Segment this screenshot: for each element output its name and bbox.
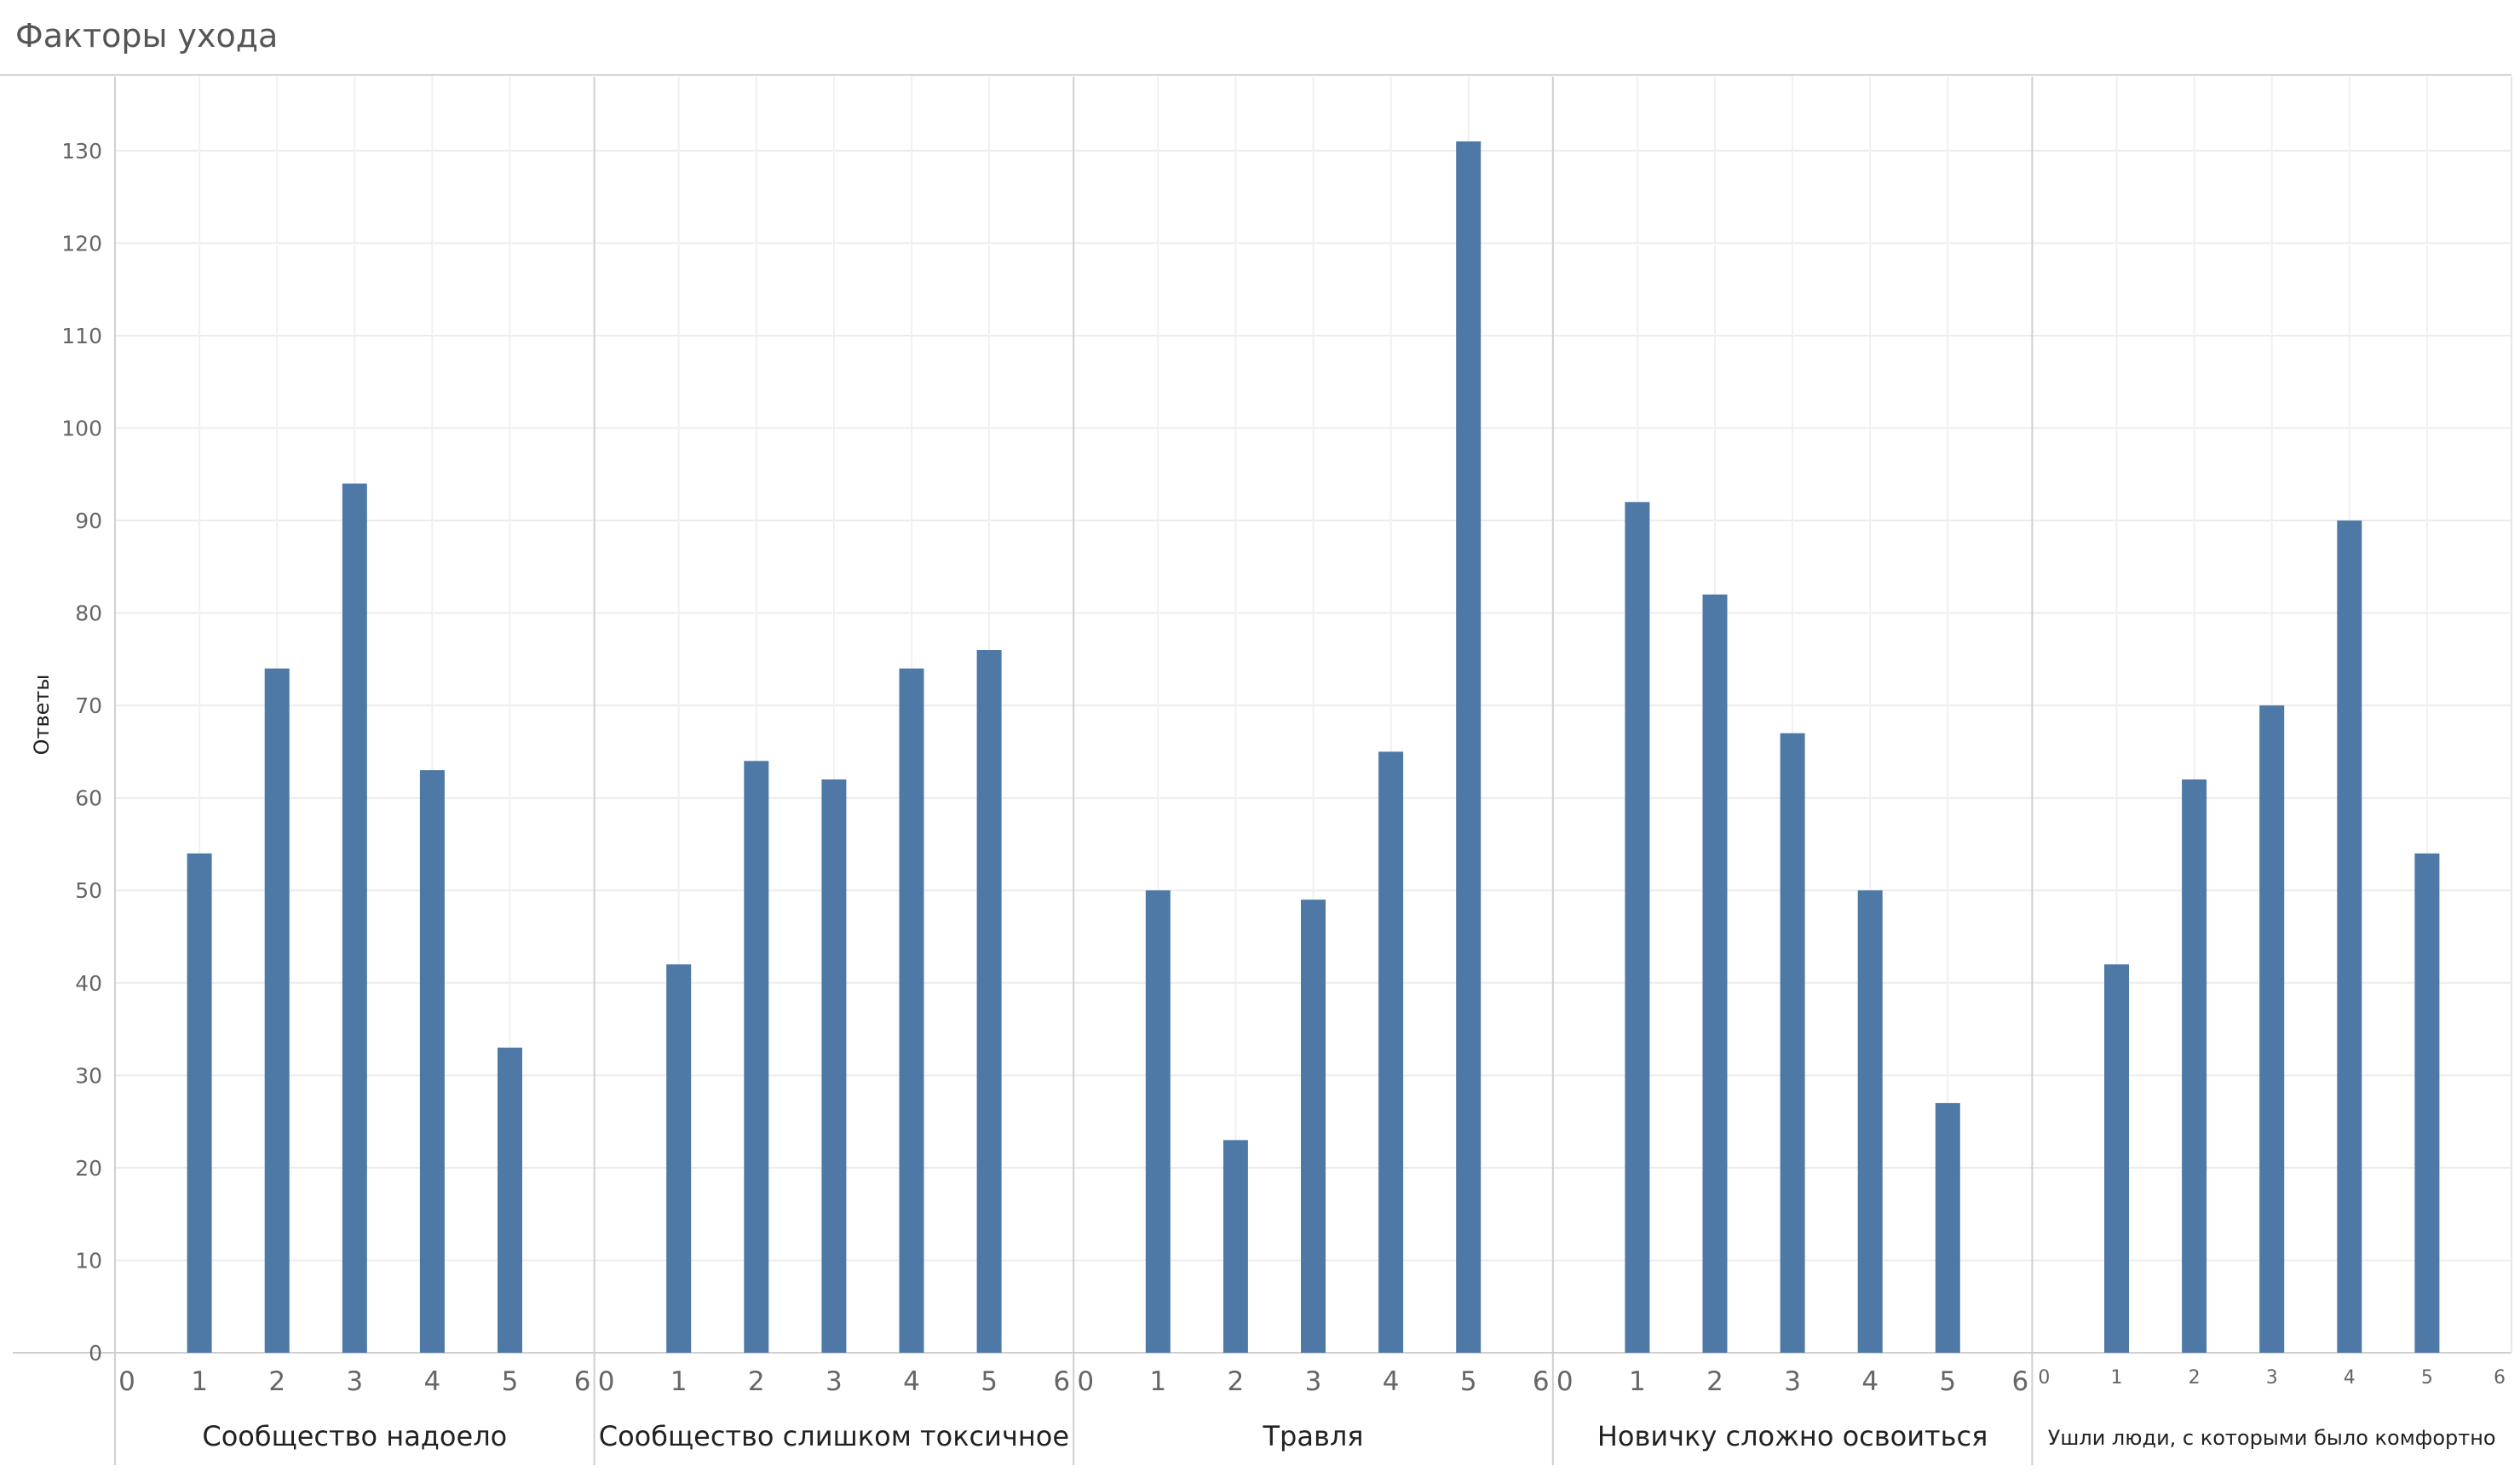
y-tick-label: 40 xyxy=(75,971,102,996)
x-tick-label: 4 xyxy=(424,1366,441,1397)
x-tick-label: 4 xyxy=(2344,1367,2356,1389)
y-tick-label: 60 xyxy=(75,786,102,811)
bar xyxy=(1702,594,1728,1353)
x-tick-label: 1 xyxy=(670,1366,688,1397)
x-tick-label: 0 xyxy=(598,1366,615,1397)
x-tick-label: 5 xyxy=(502,1366,519,1397)
bar-layer xyxy=(187,141,2440,1354)
y-tick-label: 30 xyxy=(75,1063,102,1088)
bar xyxy=(2414,853,2440,1353)
y-axis-label: Ответы xyxy=(30,675,54,756)
x-tick-label: 3 xyxy=(1784,1366,1801,1397)
bar xyxy=(2182,779,2207,1353)
bar xyxy=(1301,900,1326,1353)
y-tick-label: 10 xyxy=(75,1248,102,1273)
panel-label: Сообщество надоело xyxy=(202,1420,507,1452)
bar xyxy=(2337,520,2362,1353)
bar xyxy=(744,761,769,1353)
bar xyxy=(1857,890,1883,1353)
y-tick-label: 50 xyxy=(75,878,102,903)
panel-label: Новичку сложно освоиться xyxy=(1597,1420,1988,1452)
bar xyxy=(2259,705,2285,1353)
x-tick-label: 4 xyxy=(903,1366,920,1397)
x-tick-label: 1 xyxy=(1629,1366,1646,1397)
panel-label: Травля xyxy=(1262,1420,1363,1452)
x-tick-label: 2 xyxy=(1228,1366,1245,1397)
chart-title: Факторы ухода xyxy=(15,17,279,55)
x-tick-label: 6 xyxy=(2012,1366,2029,1397)
bar xyxy=(1378,751,1404,1353)
panel-label: Ушли люди, с которыми было комфортно xyxy=(2048,1426,2496,1450)
x-tick-label: 4 xyxy=(1861,1366,1878,1397)
x-tick-label: 0 xyxy=(2038,1367,2050,1389)
panel-label: Сообщество слишком токсичное xyxy=(599,1420,1069,1452)
x-tick-label: 6 xyxy=(1533,1366,1550,1397)
bar xyxy=(821,779,847,1353)
bar xyxy=(976,650,1002,1353)
x-tick-label: 0 xyxy=(1556,1366,1574,1397)
bar xyxy=(1456,141,1482,1354)
y-tick-label: 20 xyxy=(75,1156,102,1181)
x-tick-label: 1 xyxy=(1149,1366,1166,1397)
bar xyxy=(342,483,367,1353)
x-tick-label: 4 xyxy=(1383,1366,1400,1397)
x-tick-label: 2 xyxy=(268,1366,285,1397)
y-tick-label: 130 xyxy=(61,139,102,164)
x-tick-label: 5 xyxy=(2421,1367,2433,1389)
bar xyxy=(419,770,445,1353)
x-tick-label: 3 xyxy=(1305,1366,1322,1397)
x-tick-label: 1 xyxy=(2111,1367,2123,1389)
bar xyxy=(899,668,924,1353)
x-tick-label: 5 xyxy=(1939,1366,1956,1397)
bar xyxy=(2104,964,2129,1353)
x-tick-label: 6 xyxy=(2494,1367,2506,1389)
y-tick-label: 120 xyxy=(61,231,102,256)
bar xyxy=(1145,890,1171,1353)
x-tick-label: 2 xyxy=(1706,1366,1723,1397)
y-tick-label: 110 xyxy=(61,324,102,348)
bar xyxy=(1223,1140,1248,1353)
y-tick-label: 80 xyxy=(75,601,102,626)
x-tick-label: 1 xyxy=(191,1366,208,1397)
y-tick-label: 90 xyxy=(75,509,102,533)
bar xyxy=(666,964,692,1353)
x-tick-label: 6 xyxy=(1053,1366,1070,1397)
frame-layer xyxy=(0,74,2512,1465)
x-tick-label: 5 xyxy=(1460,1366,1477,1397)
x-tick-label: 3 xyxy=(346,1366,363,1397)
x-tick-label: 2 xyxy=(2189,1367,2201,1389)
y-tick-label: 0 xyxy=(89,1341,102,1366)
x-tick-label: 6 xyxy=(574,1366,591,1397)
bar xyxy=(1935,1102,1960,1353)
x-tick-label: 0 xyxy=(1077,1366,1094,1397)
bar xyxy=(264,668,290,1353)
x-tick-label: 0 xyxy=(118,1366,135,1397)
bar xyxy=(498,1047,522,1353)
y-tick-label: 100 xyxy=(61,416,102,440)
y-tick-label: 70 xyxy=(75,693,102,718)
bar xyxy=(187,853,212,1353)
x-tick-label: 5 xyxy=(981,1366,998,1397)
x-tick-label: 3 xyxy=(826,1366,843,1397)
x-tick-label: 2 xyxy=(748,1366,765,1397)
bar xyxy=(1780,733,1805,1353)
x-tick-label: 3 xyxy=(2266,1367,2278,1389)
bar xyxy=(1625,502,1650,1353)
